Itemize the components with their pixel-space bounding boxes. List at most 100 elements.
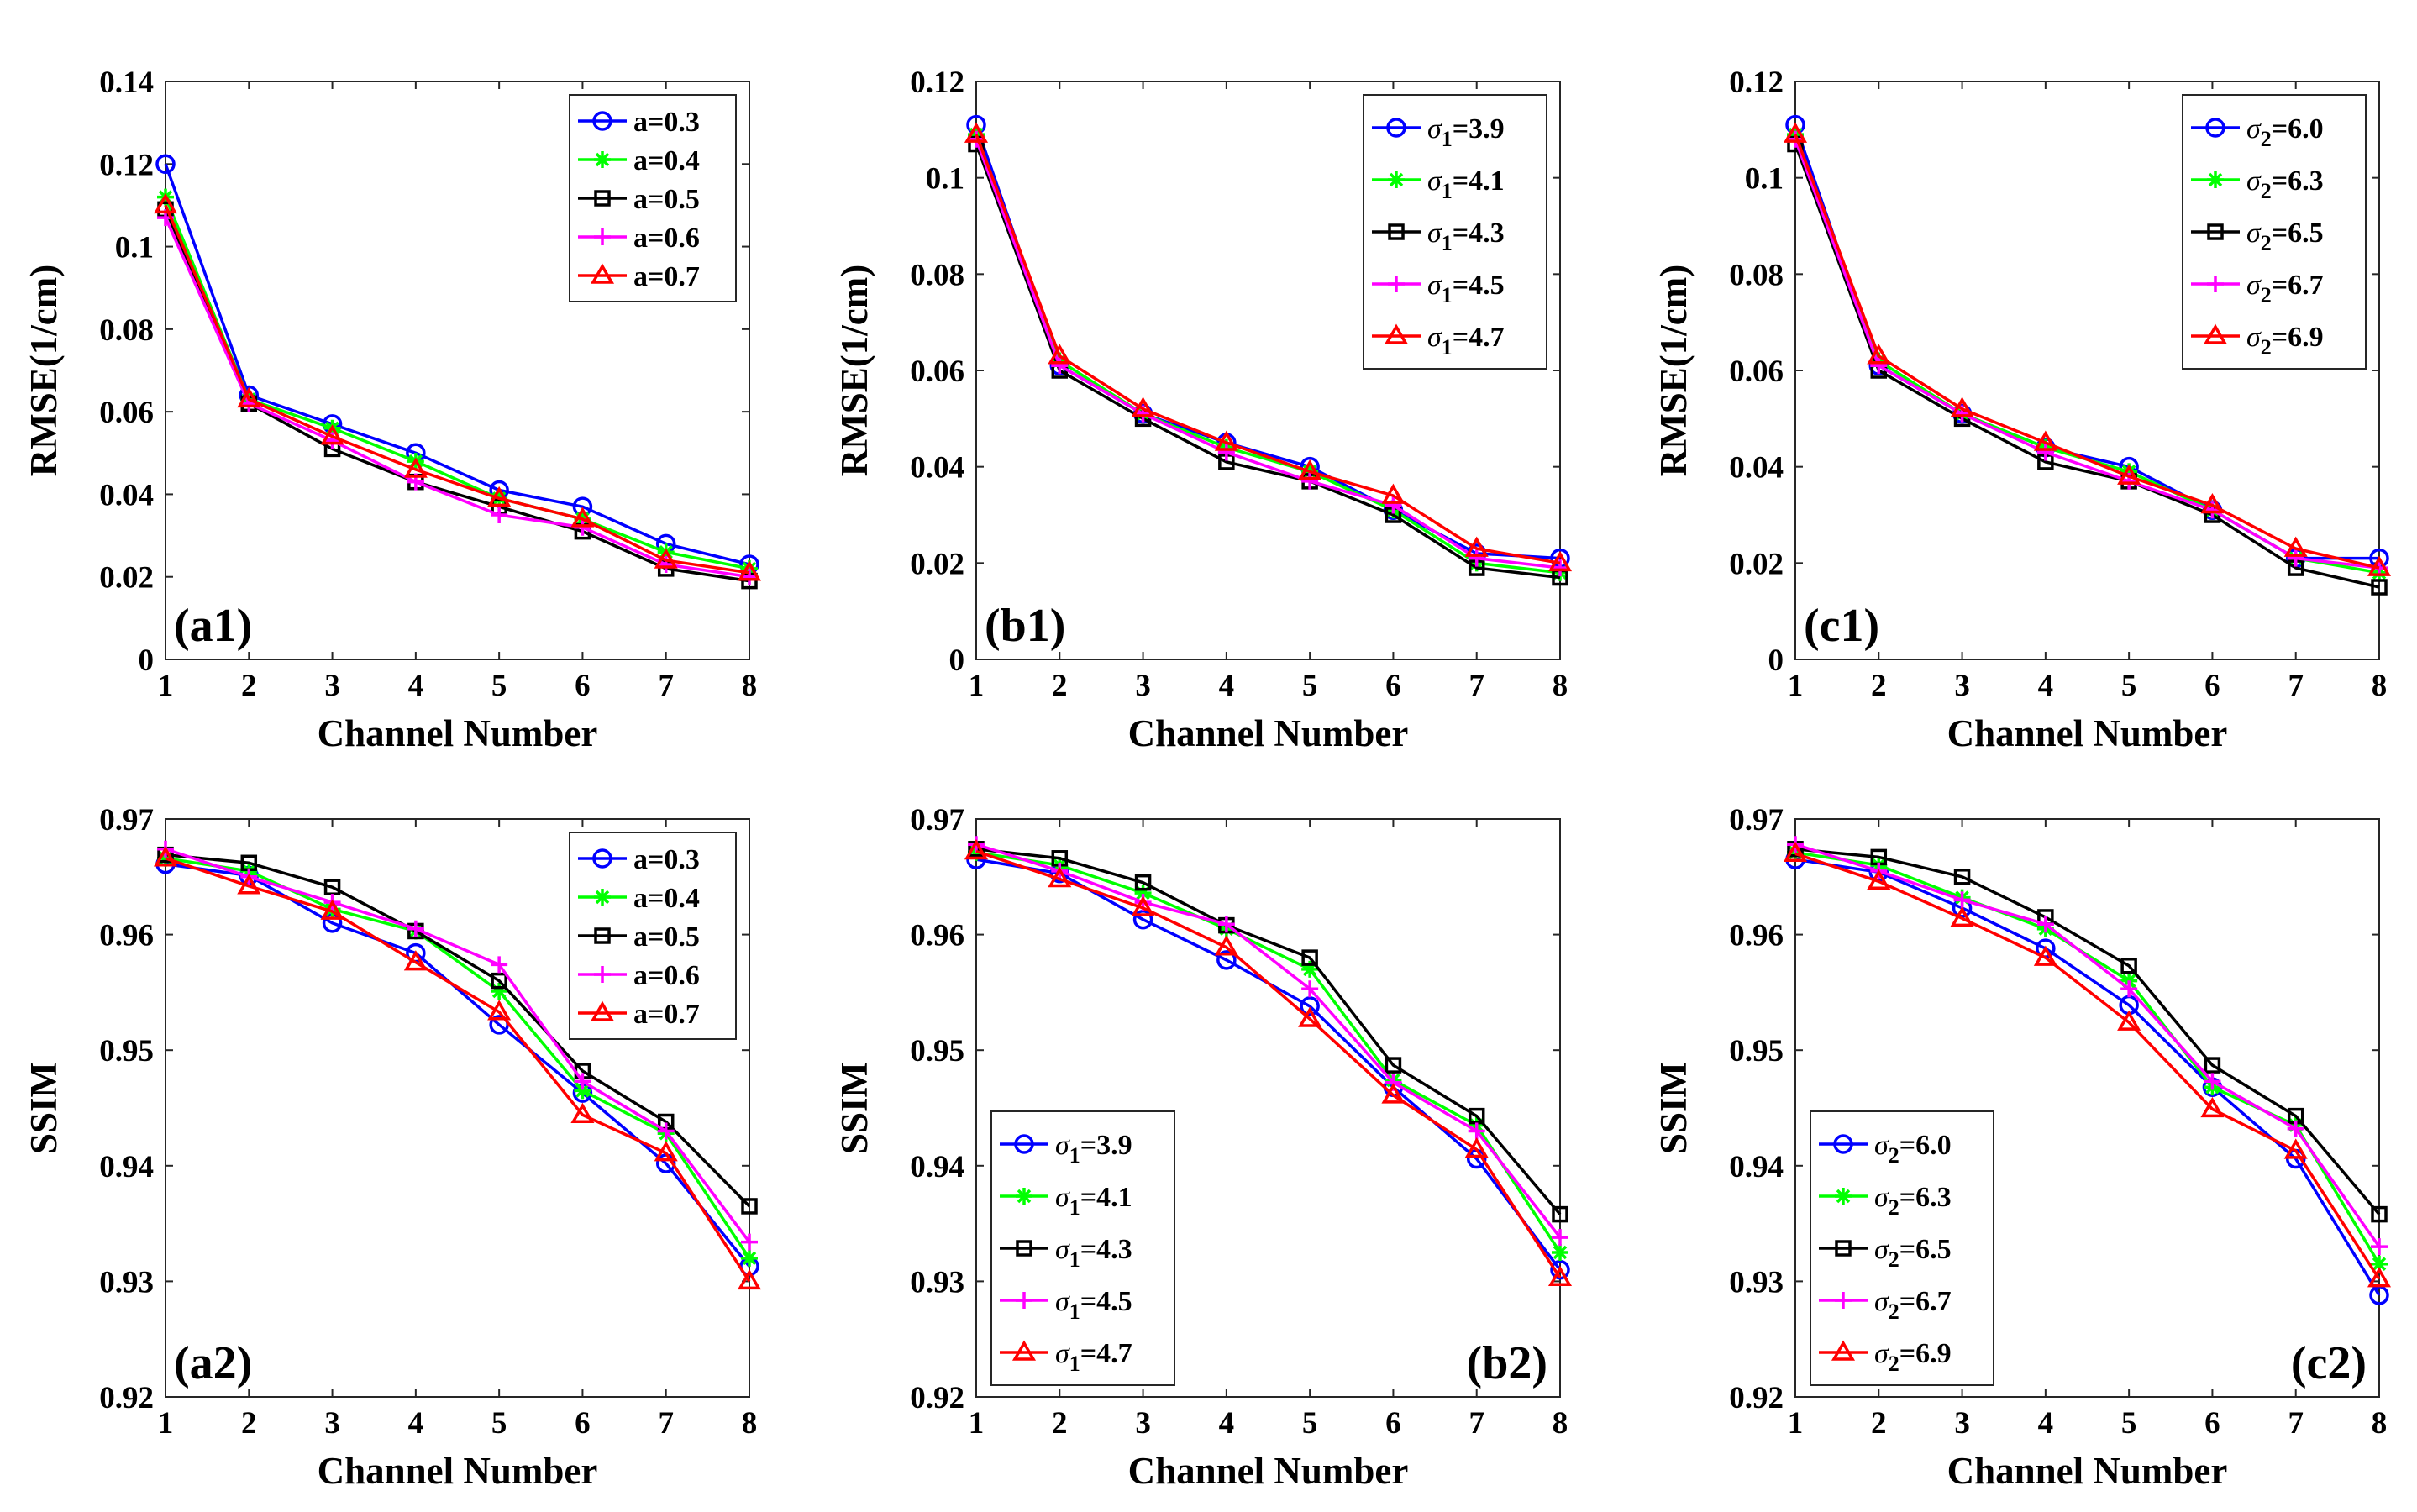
legend-marker <box>594 889 611 906</box>
data-point <box>2204 1073 2221 1090</box>
y-tick-label: 0.04 <box>1729 451 1784 486</box>
x-tick-label: 8 <box>1553 669 1568 703</box>
data-point <box>1301 980 1319 998</box>
x-tick-label: 7 <box>1469 1406 1484 1441</box>
x-tick-label: 4 <box>408 1406 424 1441</box>
y-tick-label: 0.95 <box>1729 1034 1784 1068</box>
series-line <box>975 139 1561 570</box>
legend-entry: a=0.5 <box>633 921 700 953</box>
x-tick-label: 4 <box>1219 669 1235 703</box>
x-tick-label: 6 <box>1385 669 1401 703</box>
data-point <box>237 386 261 408</box>
data-point <box>1550 1259 1570 1280</box>
y-tick-label: 0.08 <box>1729 258 1784 292</box>
panel-label: (a2) <box>174 1337 252 1389</box>
series-line <box>975 143 1561 580</box>
data-point <box>491 507 508 523</box>
x-tick-label: 7 <box>658 669 674 703</box>
legend-entry: a=0.4 <box>633 145 700 176</box>
data-point <box>657 1122 675 1140</box>
x-tick-label: 2 <box>241 669 257 703</box>
data-point <box>1132 909 1153 930</box>
series-line <box>1794 143 2380 589</box>
data-point <box>1464 536 1489 557</box>
x-tick-label: 4 <box>408 669 424 703</box>
y-tick-label: 0.96 <box>1729 919 1784 953</box>
data-point <box>2371 1255 2388 1273</box>
data-point <box>2120 980 2138 998</box>
data-point <box>654 548 678 569</box>
y-tick-label: 0.12 <box>910 66 964 100</box>
data-point <box>1385 496 1402 514</box>
data-point <box>1953 891 1971 909</box>
y-axis-title: RMSE(1/cm) <box>833 265 875 476</box>
data-point <box>1468 1122 1485 1140</box>
legend-marker <box>594 190 611 207</box>
data-point <box>1950 396 1974 417</box>
y-axis-title: RMSE(1/cm) <box>23 265 65 476</box>
data-point <box>1783 841 1808 863</box>
data-point <box>1217 916 1235 933</box>
data-point <box>1552 1229 1568 1247</box>
data-point <box>1131 895 1155 916</box>
series-line <box>164 217 750 579</box>
y-tick-label: 0.93 <box>1729 1265 1784 1299</box>
data-point <box>2283 1138 2308 1159</box>
data-point <box>320 424 344 445</box>
data-point <box>2200 1096 2225 1118</box>
legend-marker <box>1833 1134 1853 1154</box>
legend-marker <box>1835 1188 1852 1205</box>
data-point <box>2033 430 2057 451</box>
series-line <box>165 853 751 1208</box>
data-point <box>737 560 762 581</box>
y-tick-label: 0 <box>139 643 155 678</box>
series-line <box>165 848 751 1243</box>
y-tick-label: 0.92 <box>1729 1381 1784 1415</box>
data-point <box>1867 344 1891 365</box>
y-tick-label: 0.02 <box>910 547 964 581</box>
data-point <box>1048 867 1072 888</box>
y-tick-label: 0.06 <box>1729 354 1784 389</box>
x-tick-label: 5 <box>491 669 507 703</box>
data-point <box>403 950 428 971</box>
data-point <box>1870 357 1888 375</box>
series-line <box>975 134 1561 575</box>
x-tick-label: 6 <box>575 669 591 703</box>
y-tick-label: 0.12 <box>99 148 154 182</box>
legend-entry: σ1=4.7 <box>1055 1338 1132 1376</box>
x-tick-label: 1 <box>1788 1406 1804 1441</box>
data-point <box>964 839 989 860</box>
y-tick-label: 0.1 <box>115 231 154 265</box>
series-line <box>164 163 750 566</box>
legend-entry: σ1=4.7 <box>1427 322 1505 360</box>
series-line <box>165 857 751 1259</box>
x-tick-label: 3 <box>324 669 340 703</box>
y-tick-label: 0 <box>949 643 965 678</box>
x-tick-label: 8 <box>742 669 758 703</box>
legend-marker <box>1835 1292 1852 1309</box>
panel-label: (a1) <box>174 600 252 652</box>
data-point <box>574 1082 591 1100</box>
y-tick-label: 0.96 <box>910 919 964 953</box>
x-tick-label: 7 <box>2288 1406 2304 1441</box>
legend-marker <box>2207 171 2224 188</box>
panel-label: (c2) <box>2291 1337 2367 1389</box>
data-point <box>574 1073 591 1090</box>
data-point <box>574 518 591 536</box>
x-axis-title: Channel Number <box>1128 712 1409 754</box>
legend-marker <box>1011 1340 1037 1361</box>
data-point <box>1051 357 1069 375</box>
series-line <box>975 134 1561 565</box>
data-point <box>2200 493 2225 514</box>
x-tick-label: 1 <box>1788 669 1804 703</box>
y-tick-label: 0.94 <box>1729 1150 1784 1184</box>
legend-marker <box>594 927 611 944</box>
x-tick-label: 1 <box>969 1406 985 1441</box>
y-axis-title: SSIM <box>833 1062 875 1154</box>
chart-c2: 1 2 3 4 5 6 7 8 0.92 0.93 0.94 0.95 0.96 0.97 Channel … <box>1652 803 2392 1492</box>
data-point <box>1298 1006 1322 1027</box>
data-point <box>1787 130 1804 148</box>
data-point <box>155 154 176 175</box>
data-point <box>403 457 428 478</box>
data-point <box>2120 463 2138 480</box>
